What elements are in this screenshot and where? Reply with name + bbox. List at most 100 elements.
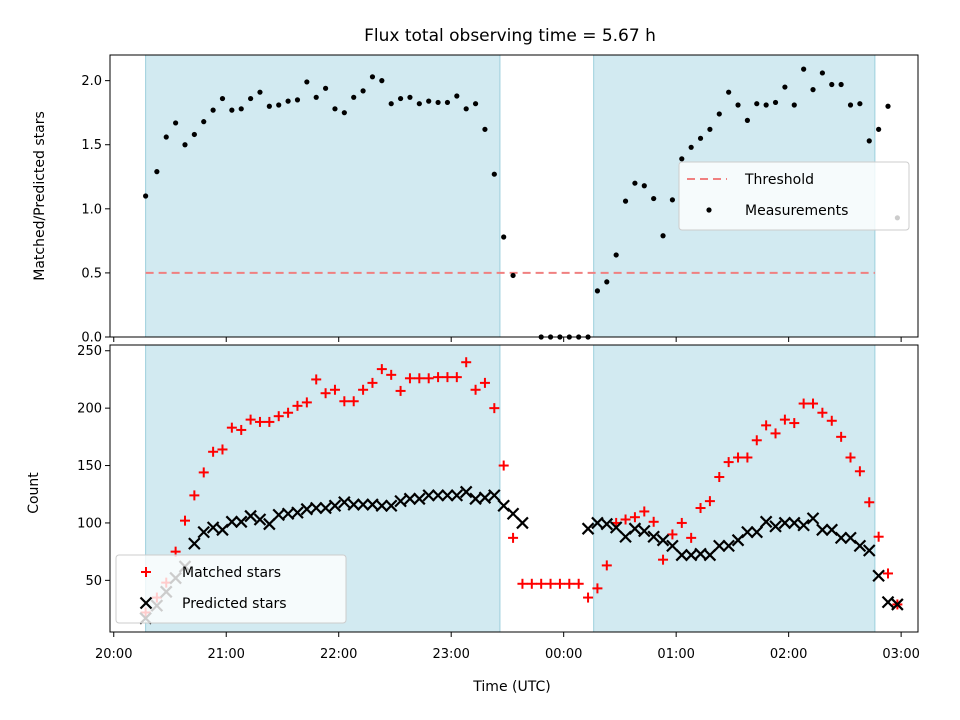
matched-stars-point bbox=[489, 403, 500, 414]
y-tick-label: 100 bbox=[77, 516, 102, 531]
y-tick-label: 50 bbox=[85, 574, 102, 589]
predicted-stars-point-stroke bbox=[891, 598, 904, 611]
measurements-point bbox=[191, 131, 197, 138]
measurements-point bbox=[210, 107, 216, 113]
predicted-stars-point-stroke bbox=[647, 530, 660, 543]
predicted-stars-point bbox=[516, 516, 529, 530]
predicted-stars-point bbox=[741, 525, 754, 539]
matched-stars-point bbox=[264, 416, 275, 427]
y-tick-label: 150 bbox=[77, 459, 102, 474]
measurements-point bbox=[735, 102, 741, 108]
matched-stars-point bbox=[329, 384, 340, 395]
matched-stars-point bbox=[208, 446, 219, 457]
matched-stars-point bbox=[845, 452, 856, 463]
matched-stars-point bbox=[817, 407, 828, 418]
matched-stars-point bbox=[395, 385, 406, 396]
matched-stars-point bbox=[695, 503, 706, 514]
matched-stars-point bbox=[545, 578, 556, 589]
matched-stars-point bbox=[320, 388, 331, 399]
predicted-stars-point-stroke bbox=[300, 502, 314, 516]
predicted-stars-point bbox=[356, 498, 370, 511]
predicted-stars-point-stroke bbox=[422, 489, 435, 502]
predicted-stars-point bbox=[338, 495, 351, 509]
predicted-stars-point-stroke bbox=[506, 507, 520, 521]
predicted-stars-point bbox=[263, 517, 276, 531]
matched-stars-point bbox=[714, 472, 725, 483]
measurements-point bbox=[651, 195, 657, 202]
predicted-stars-point bbox=[309, 501, 323, 515]
predicted-stars-point bbox=[609, 521, 623, 534]
measurements-point bbox=[876, 126, 882, 132]
matched-stars-point bbox=[751, 435, 762, 446]
matched-stars-point bbox=[386, 369, 397, 380]
measurements-point bbox=[772, 99, 779, 106]
predicted-stars-point-stroke bbox=[441, 489, 454, 502]
predicted-stars-point-stroke bbox=[881, 595, 895, 609]
y-tick-label: 0.5 bbox=[81, 266, 102, 281]
predicted-stars-point bbox=[628, 522, 642, 535]
predicted-stars-point-stroke bbox=[825, 523, 839, 537]
predicted-stars-point bbox=[891, 598, 904, 611]
predicted-stars-point bbox=[834, 531, 848, 545]
matched-stars-point bbox=[826, 415, 837, 426]
predicted-stars-point bbox=[319, 501, 332, 515]
measurements-point bbox=[669, 197, 676, 203]
measurements-point bbox=[632, 180, 638, 186]
measurements-point bbox=[482, 126, 488, 132]
predicted-stars-point bbox=[384, 499, 398, 512]
matched-stars-point bbox=[836, 431, 847, 442]
matched-stars-point bbox=[179, 515, 190, 526]
matched-stars-point bbox=[564, 578, 575, 589]
matched-stars-point bbox=[733, 452, 744, 463]
measurements-point bbox=[688, 144, 694, 150]
predicted-stars-point-stroke bbox=[263, 517, 276, 531]
measurements-point bbox=[866, 138, 872, 144]
measurements-point bbox=[641, 183, 647, 189]
measurements-point bbox=[847, 102, 854, 108]
measurements-point bbox=[857, 101, 863, 107]
predicted-stars-point-stroke bbox=[778, 516, 792, 530]
predicted-stars-point bbox=[759, 515, 773, 529]
predicted-stars-point-stroke bbox=[666, 539, 679, 553]
measurements-point bbox=[173, 120, 179, 126]
measurements-point bbox=[416, 101, 422, 107]
legend-label: Predicted stars bbox=[182, 596, 287, 612]
matched-stars-point bbox=[639, 506, 650, 517]
matched-stars-point bbox=[358, 384, 369, 395]
measurements-point bbox=[454, 93, 460, 99]
predicted-stars-point bbox=[253, 513, 267, 526]
measurements-point bbox=[313, 94, 319, 100]
predicted-stars-point-stroke bbox=[741, 525, 754, 539]
measurements-point bbox=[322, 85, 329, 91]
predicted-stars-point bbox=[853, 539, 867, 553]
predicted-stars-point-stroke bbox=[816, 523, 829, 537]
predicted-stars-point-stroke bbox=[197, 525, 211, 539]
measurements-point bbox=[472, 101, 479, 107]
matched-stars-point bbox=[236, 424, 247, 435]
measurements-point bbox=[276, 102, 282, 108]
predicted-stars-point bbox=[750, 525, 764, 539]
predicted-stars-point bbox=[422, 489, 435, 502]
measurements-point bbox=[660, 233, 666, 239]
count-legend: Matched stars Predicted stars bbox=[115, 554, 347, 624]
matched-stars-point bbox=[470, 384, 481, 395]
x-axis-label: Time (UTC) bbox=[472, 679, 550, 695]
predicted-stars-point bbox=[713, 539, 726, 553]
measurements-point bbox=[763, 102, 769, 108]
legend-label: Measurements bbox=[745, 203, 848, 219]
matched-stars-point bbox=[442, 372, 453, 383]
predicted-stars-point bbox=[787, 516, 801, 530]
y-tick-label: 2.0 bbox=[81, 74, 102, 89]
measurements-point bbox=[716, 111, 722, 117]
predicted-stars-point-stroke bbox=[722, 539, 735, 553]
predicted-stars-point bbox=[806, 512, 820, 525]
predicted-stars-point bbox=[441, 489, 454, 502]
predicted-stars-point-stroke bbox=[759, 515, 773, 529]
predicted-stars-point-stroke bbox=[787, 516, 801, 530]
matched-stars-point bbox=[770, 428, 781, 439]
predicted-stars-point-stroke bbox=[488, 489, 501, 502]
matched-stars-point bbox=[311, 374, 322, 385]
y-tick-label: 1.5 bbox=[81, 138, 102, 153]
matched-stars-point bbox=[254, 416, 265, 427]
predicted-stars-point-stroke bbox=[862, 544, 876, 557]
